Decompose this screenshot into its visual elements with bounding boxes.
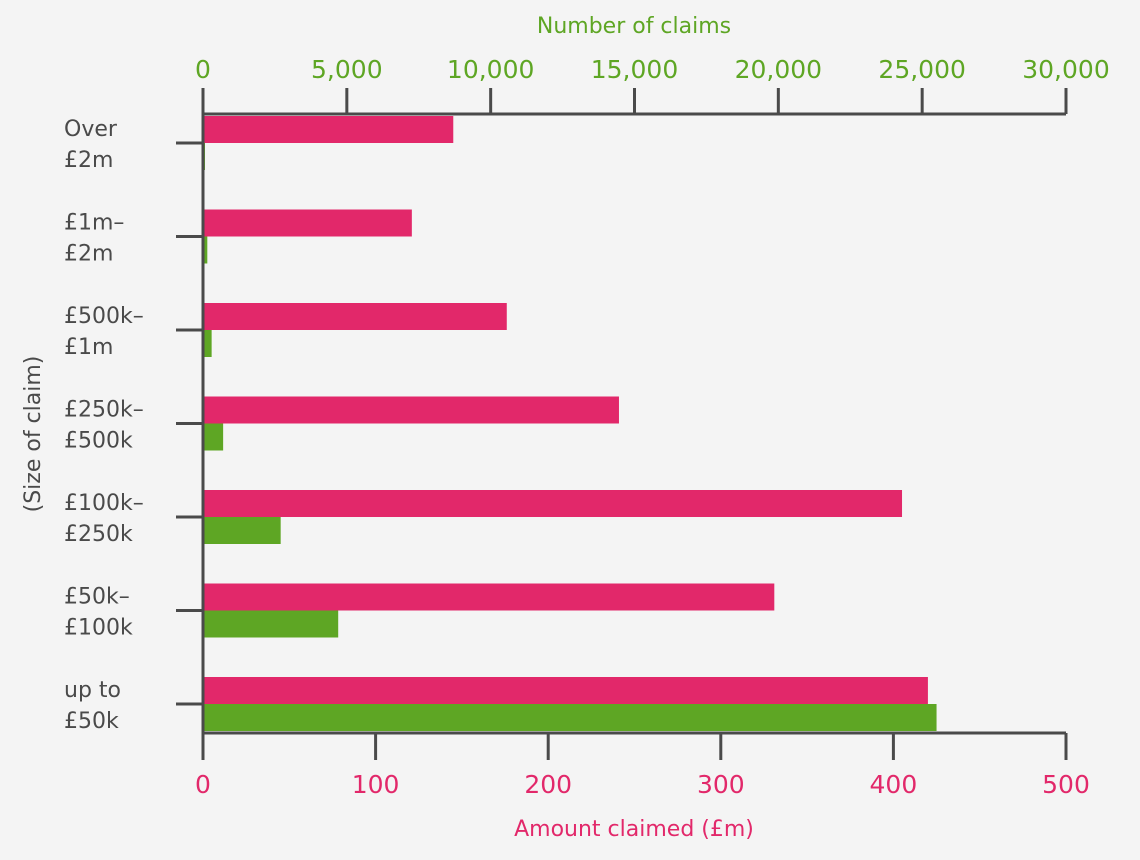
bottom-tick-label-3: 300 bbox=[697, 770, 745, 799]
bottom-tick-label-2: 200 bbox=[524, 770, 572, 799]
bottom-tick-label-0: 0 bbox=[195, 770, 211, 799]
category-label-2: £500k– £1m bbox=[64, 304, 144, 360]
axes-group bbox=[176, 88, 1068, 760]
bottom-tick-label-1: 100 bbox=[352, 770, 400, 799]
top-tick-label-1: 5,000 bbox=[311, 55, 383, 84]
top-axis-title: Number of claims bbox=[537, 14, 731, 39]
bar-claims-2 bbox=[203, 330, 212, 357]
top-tick-label-6: 30,000 bbox=[1022, 55, 1109, 84]
bar-claims-1 bbox=[203, 236, 208, 264]
labels-group: 0 5,000 10,000 15,000 20,000 25,000 30,000 0 100… bbox=[64, 55, 1110, 799]
top-tick-label-2: 10,000 bbox=[447, 55, 534, 84]
category-label-3: £250k– £500k bbox=[64, 398, 144, 454]
bottom-tick-label-4: 400 bbox=[870, 770, 918, 799]
bar-amount-2 bbox=[203, 303, 507, 330]
bar-claims-3 bbox=[203, 423, 224, 451]
bar-amount-0 bbox=[203, 116, 454, 143]
bar-amount-1 bbox=[203, 209, 412, 237]
bar-amount-5 bbox=[203, 583, 775, 611]
category-label-1: £1m– £2m bbox=[64, 211, 124, 267]
top-tick-label-0: 0 bbox=[195, 55, 211, 84]
top-tick-label-3: 15,000 bbox=[591, 55, 678, 84]
bar-claims-4 bbox=[203, 517, 281, 544]
bottom-tick-label-5: 500 bbox=[1042, 770, 1090, 799]
bars-group bbox=[203, 116, 937, 731]
top-tick-label-4: 20,000 bbox=[735, 55, 822, 84]
bar-amount-3 bbox=[203, 396, 619, 424]
y-axis-title: (Size of claim) bbox=[21, 356, 46, 513]
category-label-0: Over £2m bbox=[64, 117, 118, 173]
bar-claims-6 bbox=[203, 704, 937, 731]
category-label-6: up to £50k bbox=[64, 678, 121, 734]
bar-amount-4 bbox=[203, 490, 903, 517]
top-tick-label-5: 25,000 bbox=[878, 55, 965, 84]
bar-amount-6 bbox=[203, 677, 928, 704]
category-label-5: £50k– £100k bbox=[64, 585, 133, 641]
category-label-4: £100k– £250k bbox=[64, 491, 144, 547]
bottom-axis-title: Amount claimed (£m) bbox=[514, 817, 754, 842]
bar-claims-5 bbox=[203, 610, 339, 638]
